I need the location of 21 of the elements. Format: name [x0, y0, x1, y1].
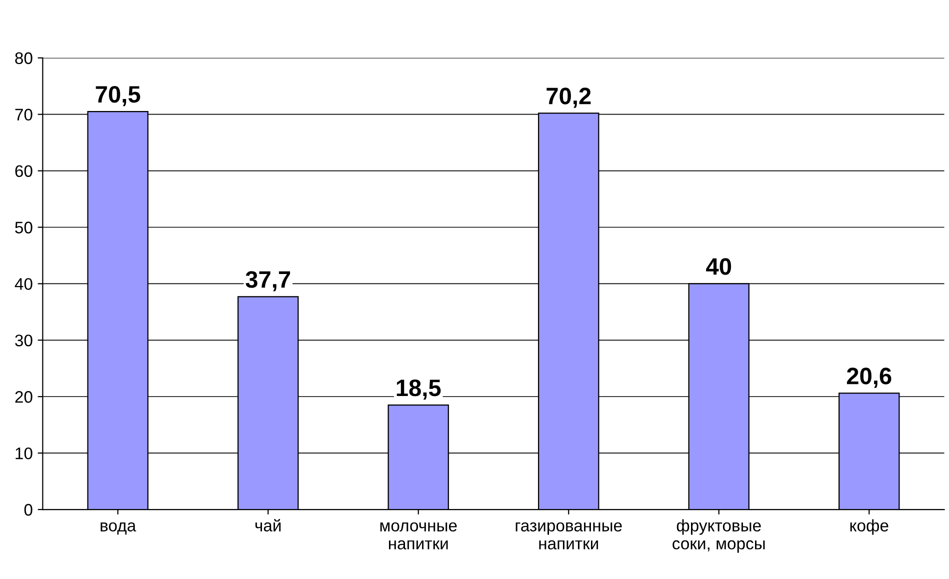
data-label: 40: [706, 258, 732, 275]
y-tick-label: 10: [16, 447, 32, 460]
x-tick-label: молочные напитки: [380, 522, 457, 550]
y-tick-label: 30: [15, 334, 32, 346]
y-tick-label: 0: [24, 504, 32, 516]
data-label: 70,5: [96, 86, 140, 106]
x-tick-label: вода: [100, 522, 136, 535]
y-tick-label: 40: [14, 278, 32, 290]
y-tick-label: 20: [15, 391, 32, 403]
data-label: 18,5: [396, 380, 441, 400]
y-tick-label: 50: [15, 222, 32, 234]
x-tick-label: газированные напитки: [516, 522, 622, 550]
x-tick-label: чай: [255, 518, 281, 532]
y-tick-label: 60: [15, 165, 32, 178]
data-label: 20,6: [846, 368, 892, 388]
data-label: 37,7: [246, 271, 290, 292]
data-label: 70,2: [546, 88, 591, 108]
x-tick-label: кофе: [850, 519, 888, 535]
y-tick-label: 70: [15, 108, 32, 121]
y-tick-label: 80: [15, 52, 32, 64]
x-tick-label: фруктовые соки, морсы: [672, 519, 765, 553]
